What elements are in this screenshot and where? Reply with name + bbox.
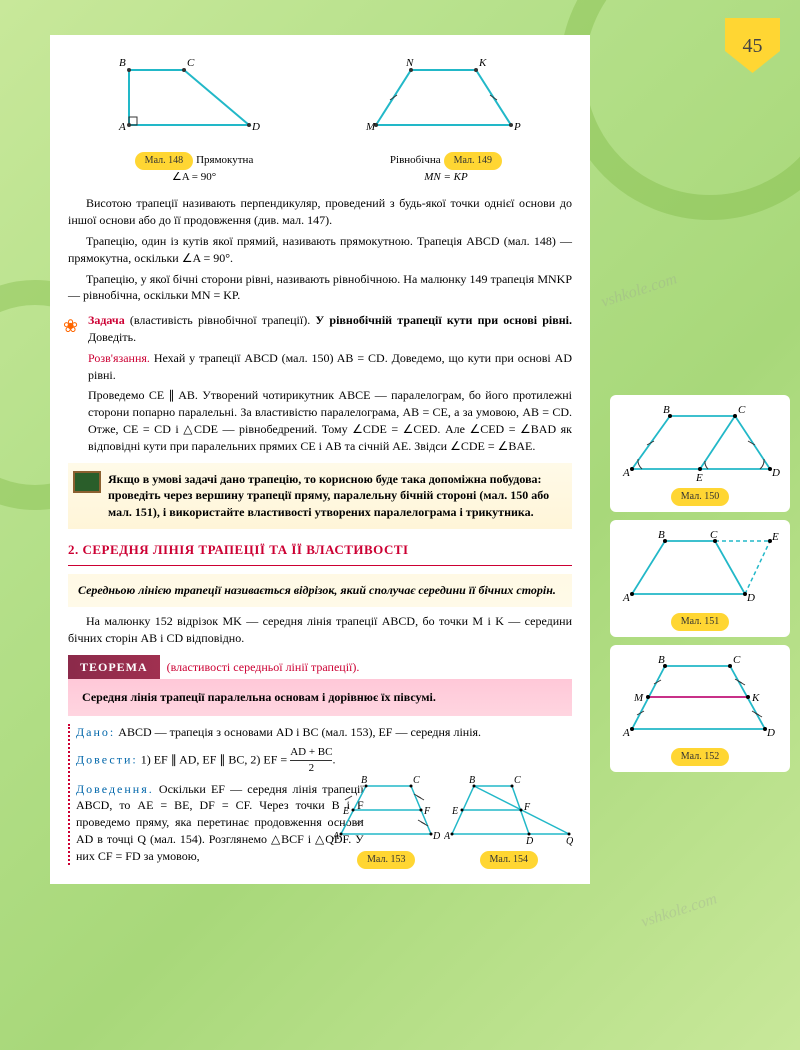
svg-text:A: A	[622, 592, 630, 604]
main-content: A B C D Мал. 148 Прямокутна ∠A = 90° M N…	[50, 35, 590, 884]
top-figures-row: A B C D Мал. 148 Прямокутна ∠A = 90° M N…	[68, 50, 572, 185]
task-prove: Доведіть.	[88, 330, 136, 344]
svg-text:N: N	[405, 57, 414, 69]
dotted-border	[68, 724, 70, 865]
fig148-formula: ∠A = 90°	[109, 170, 279, 185]
svg-text:C: C	[738, 404, 746, 416]
board-icon	[73, 471, 101, 493]
svg-text:E: E	[695, 472, 703, 484]
svg-text:D: D	[432, 831, 441, 842]
task-block: Задача (властивість рівнобічної трапеції…	[68, 312, 572, 454]
red-divider	[68, 565, 572, 566]
figure-152: A B C D M K Мал. 152	[610, 645, 790, 772]
svg-text:M: M	[633, 692, 644, 704]
definition-text: Середньою лінією трапеції називається ві…	[78, 583, 556, 597]
flower-icon	[63, 314, 81, 332]
svg-text:D: D	[771, 467, 780, 479]
theorem-block: ТЕОРЕМА (властивості середньої лінії тра…	[68, 655, 572, 717]
svg-text:C: C	[733, 654, 741, 666]
svg-text:M: M	[365, 121, 376, 133]
fig-label-148: Мал. 148	[135, 152, 193, 170]
svg-text:F: F	[423, 806, 431, 817]
fig149-formula: MN = KP	[361, 170, 531, 185]
figure-149: M N K P Рівнобічна Мал. 149 MN = KP	[361, 50, 531, 185]
figure-154: A B C D Q E F Мал. 154	[444, 774, 574, 869]
trapezoid-154-svg: A B C D Q E F	[444, 774, 574, 849]
svg-text:F: F	[523, 802, 531, 813]
svg-text:D: D	[746, 592, 755, 604]
theorem-sub: (властивості середньої лінії трапеції).	[167, 660, 360, 674]
fig-label-152: Мал. 152	[671, 748, 729, 766]
svg-text:E: E	[342, 806, 349, 817]
trapezoid-148-svg: A B C D	[109, 50, 279, 150]
fig-label-150: Мал. 150	[671, 488, 729, 506]
svg-text:C: C	[187, 57, 195, 69]
figure-150: A B C D E Мал. 150	[610, 395, 790, 512]
svg-text:K: K	[478, 57, 487, 69]
svg-text:B: B	[658, 529, 665, 541]
svg-text:B: B	[663, 404, 670, 416]
dovesti-text: 1) EF ∥ AD, EF ∥ BC, 2) EF =	[141, 753, 287, 767]
svg-text:A: A	[622, 727, 630, 739]
svg-text:A: A	[332, 831, 340, 842]
figure-151: A B C D E Мал. 151	[610, 520, 790, 637]
frac-num: AD + BC	[290, 745, 332, 761]
figure-148: A B C D Мал. 148 Прямокутна ∠A = 90°	[109, 50, 279, 185]
fig149-caption: Рівнобічна	[390, 154, 441, 166]
section-2-title: 2. СЕРЕДНЯ ЛІНІЯ ТРАПЕЦІЇ ТА ЇЇ ВЛАСТИВО…	[68, 541, 572, 559]
fig-label-154: Мал. 154	[480, 851, 538, 869]
fig-label-149: Мал. 149	[444, 152, 502, 170]
svg-text:C: C	[514, 775, 521, 786]
sidebar-figures: A B C D E Мал. 150 A B C D E Мал. 151	[610, 395, 790, 780]
svg-text:Q: Q	[566, 836, 574, 847]
rozv-label: Розв'язання.	[88, 351, 150, 365]
trapezoid-150-svg: A B C D E	[620, 401, 780, 486]
frac-den: 2	[290, 761, 332, 776]
theorem-body: Середня лінія трапеції паралельна основа…	[68, 679, 572, 716]
trapezoid-152-svg: A B C D M K	[620, 651, 780, 746]
para-4: На малюнку 152 відрізок MK — середня лін…	[68, 613, 572, 647]
svg-text:B: B	[469, 775, 475, 786]
svg-text:K: K	[751, 692, 760, 704]
svg-text:B: B	[361, 775, 367, 786]
rozv-2: Проведемо CE ∥ AB. Утворений чотирикутни…	[88, 387, 572, 454]
trapezoid-153-svg: A B C D E F	[331, 774, 441, 849]
rozv-1: Нехай у трапеції ABCD (мал. 150) AB = CD…	[88, 351, 572, 382]
trapezoid-151-svg: A B C D E	[620, 526, 780, 611]
svg-text:C: C	[413, 775, 420, 786]
svg-text:D: D	[251, 121, 260, 133]
svg-text:A: A	[622, 467, 630, 479]
svg-text:D: D	[766, 727, 775, 739]
doved-label: Доведення.	[76, 782, 154, 796]
svg-text:A: A	[118, 121, 126, 133]
fig148-caption: Прямокутна	[196, 154, 253, 166]
fig-label-153: Мал. 153	[357, 851, 415, 869]
svg-text:P: P	[513, 121, 521, 133]
theorem-head: ТЕОРЕМА	[68, 655, 160, 680]
svg-text:A: A	[444, 831, 451, 842]
para-3: Трапецію, у якої бічні сторони рівні, на…	[68, 271, 572, 305]
svg-text:E: E	[451, 806, 458, 817]
para-2: Трапецію, один із кутів якої прямий, наз…	[68, 233, 572, 267]
para-1: Висотою трапеції називають перпендикуляр…	[68, 195, 572, 229]
svg-text:E: E	[771, 531, 779, 543]
svg-text:D: D	[525, 836, 534, 847]
definition-block: Середньою лінією трапеції називається ві…	[68, 574, 572, 607]
fig-label-151: Мал. 151	[671, 613, 729, 631]
trapezoid-149-svg: M N K P	[361, 50, 531, 150]
dano-text: ABCD — трапеція з основами AD і BC (мал.…	[118, 725, 481, 739]
svg-text:C: C	[710, 529, 718, 541]
hint-block: Якщо в умові задачі дано трапецію, то ко…	[68, 463, 572, 529]
task-subtitle: (властивість рівнобічної трапеції).	[130, 313, 310, 327]
svg-text:B: B	[119, 57, 126, 69]
fraction: AD + BC 2	[290, 745, 332, 777]
dovesti-label: Довести:	[76, 753, 138, 767]
task-title: Задача	[88, 313, 125, 327]
dano-label: Дано:	[76, 725, 115, 739]
bottom-figures: A B C D E F Мал. 153 A B C D	[330, 774, 575, 869]
task-statement: У рівнобічній трапеції кути при основі р…	[315, 313, 572, 327]
figure-153: A B C D E F Мал. 153	[331, 774, 441, 869]
hint-text: Якщо в умові задачі дано трапецію, то ко…	[108, 472, 549, 520]
svg-text:B: B	[658, 654, 665, 666]
